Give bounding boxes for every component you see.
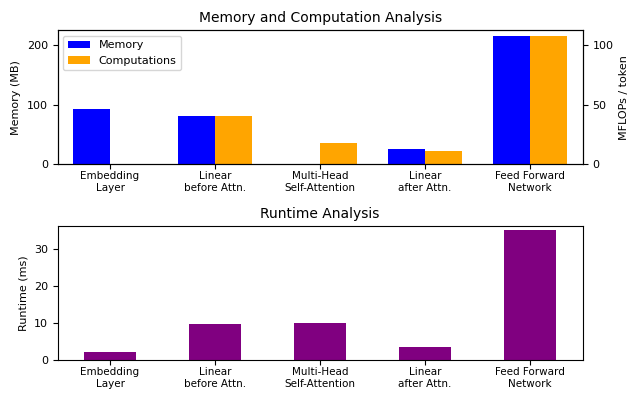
Y-axis label: Memory (MB): Memory (MB) — [11, 60, 21, 134]
Bar — [388, 149, 425, 164]
Bar — [189, 324, 241, 360]
Bar — [84, 352, 136, 360]
Bar — [425, 151, 462, 164]
Bar — [294, 323, 346, 360]
Title: Memory and Computation Analysis: Memory and Computation Analysis — [198, 11, 442, 25]
Bar — [320, 143, 357, 164]
Bar — [215, 116, 252, 164]
Bar — [493, 36, 530, 164]
Legend: Memory, Computations: Memory, Computations — [63, 36, 181, 70]
Bar — [399, 347, 451, 360]
Y-axis label: Runtime (ms): Runtime (ms) — [18, 255, 28, 331]
Bar — [179, 116, 215, 164]
Y-axis label: MFLOPs / token: MFLOPs / token — [619, 55, 629, 140]
Bar — [504, 230, 556, 360]
Bar — [530, 36, 567, 164]
Title: Runtime Analysis: Runtime Analysis — [260, 207, 380, 221]
Bar — [73, 109, 110, 164]
